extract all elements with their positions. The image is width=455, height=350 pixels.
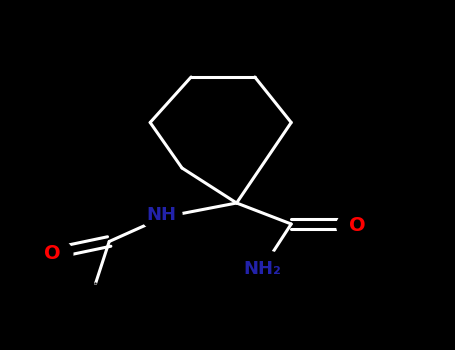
Text: NH: NH [147,206,177,224]
Text: O: O [44,244,61,263]
Text: NH₂: NH₂ [243,260,282,279]
Circle shape [95,283,96,284]
Circle shape [337,210,378,242]
Circle shape [141,199,182,231]
Text: O: O [349,216,365,235]
Circle shape [32,238,73,270]
Circle shape [238,250,288,289]
